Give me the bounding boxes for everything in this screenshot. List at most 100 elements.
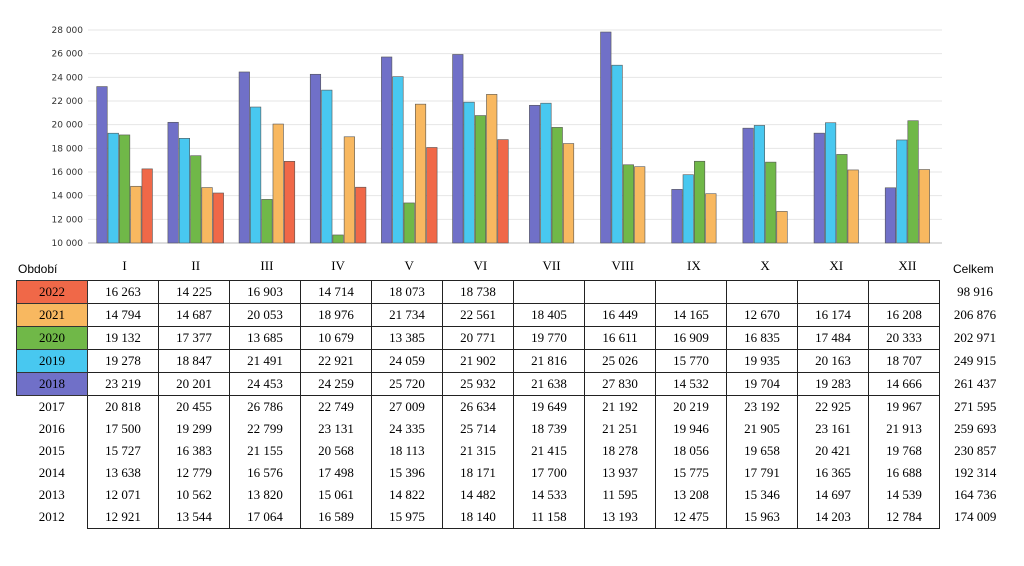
bar-chart: 10 000 12 000 14 000 16 000 18 000 20 000 22 0… [0, 0, 1024, 280]
year-cell: 2016 [17, 418, 88, 440]
year-cell: 2021 [17, 304, 88, 327]
y-tick-label: 18 000 [52, 144, 84, 154]
year-cell: 2019 [17, 350, 88, 373]
year-cell: 2015 [17, 440, 88, 462]
x-tick-label: VI [474, 258, 488, 273]
bar-2018-XI [814, 133, 825, 243]
value-cell: 21 415 [514, 440, 585, 462]
value-cell: 22 799 [230, 418, 301, 440]
x-tick-label: X [760, 258, 770, 273]
bar-2022-IV [355, 187, 366, 243]
y-tick-label: 20 000 [52, 121, 84, 131]
value-cell: 14 225 [159, 281, 230, 304]
value-cell: 14 714 [301, 281, 372, 304]
value-cell: 16 835 [727, 327, 798, 350]
value-cell [514, 281, 585, 304]
bar-2021-II [202, 188, 213, 243]
value-cell: 12 921 [88, 506, 159, 529]
value-cell: 10 679 [301, 327, 372, 350]
value-cell: 14 697 [798, 484, 869, 506]
value-cell: 19 132 [88, 327, 159, 350]
value-cell: 19 946 [656, 418, 727, 440]
value-cell: 19 658 [727, 440, 798, 462]
value-cell: 24 453 [230, 373, 301, 396]
value-cell: 16 174 [798, 304, 869, 327]
x-tick-label: VIII [612, 258, 634, 273]
value-cell: 19 770 [514, 327, 585, 350]
bar-2021-I [131, 186, 142, 243]
y-tick-label: 10 000 [52, 239, 84, 249]
y-tick-label: 26 000 [52, 50, 84, 60]
bar-2019-IV [322, 90, 333, 243]
value-cell: 20 421 [798, 440, 869, 462]
table-row: 2017 20 818 20 455 26 786 22 749 27 009 26 634… [17, 396, 1011, 419]
value-cell: 15 346 [727, 484, 798, 506]
value-cell: 23 161 [798, 418, 869, 440]
value-cell: 15 975 [372, 506, 443, 529]
x-tick-label: XI [829, 258, 843, 273]
value-cell: 11 595 [585, 484, 656, 506]
value-cell: 21 192 [585, 396, 656, 419]
bar-2018-III [239, 72, 250, 243]
bar-2020-IV [333, 235, 344, 243]
value-cell: 20 818 [88, 396, 159, 419]
year-cell: 2013 [17, 484, 88, 506]
value-cell: 14 539 [869, 484, 940, 506]
bar-2020-I [119, 135, 130, 243]
value-cell: 23 192 [727, 396, 798, 419]
value-cell: 16 909 [656, 327, 727, 350]
value-cell: 12 779 [159, 462, 230, 484]
year-cell: 2012 [17, 506, 88, 529]
bar-2019-VI [464, 102, 475, 243]
value-cell: 20 201 [159, 373, 230, 396]
value-cell: 26 786 [230, 396, 301, 419]
value-cell: 14 532 [656, 373, 727, 396]
value-cell: 14 794 [88, 304, 159, 327]
y-tick-label: 28 000 [52, 26, 84, 36]
value-cell: 13 685 [230, 327, 301, 350]
total-cell: 192 314 [940, 462, 1011, 484]
bar-2018-VI [453, 54, 464, 243]
y-tick-label: 14 000 [52, 192, 84, 202]
value-cell: 16 576 [230, 462, 301, 484]
table-row: 2013 12 071 10 562 13 820 15 061 14 822 14 482… [17, 484, 1011, 506]
value-cell: 19 967 [869, 396, 940, 419]
value-cell: 20 163 [798, 350, 869, 373]
value-cell: 22 925 [798, 396, 869, 419]
value-cell: 13 820 [230, 484, 301, 506]
value-cell: 13 544 [159, 506, 230, 529]
value-cell: 21 913 [869, 418, 940, 440]
value-cell: 17 498 [301, 462, 372, 484]
value-cell: 19 278 [88, 350, 159, 373]
value-cell: 15 775 [656, 462, 727, 484]
x-tick-label: III [260, 258, 273, 273]
value-cell: 18 056 [656, 440, 727, 462]
bar-2022-III [284, 161, 295, 243]
value-cell: 19 649 [514, 396, 585, 419]
year-cell: 2017 [17, 396, 88, 419]
y-tick-label: 16 000 [52, 168, 84, 178]
bar-2018-VIII [601, 32, 612, 243]
value-cell: 22 749 [301, 396, 372, 419]
x-tick-label: I [122, 258, 126, 273]
value-cell: 17 064 [230, 506, 301, 529]
bar-2018-X [743, 128, 754, 243]
total-cell: 261 437 [940, 373, 1011, 396]
year-cell: 2020 [17, 327, 88, 350]
bar-2018-II [168, 122, 179, 243]
value-cell: 24 335 [372, 418, 443, 440]
bar-2020-VIII [623, 165, 634, 243]
value-cell: 15 727 [88, 440, 159, 462]
table-row: 2022 16 263 14 225 16 903 14 714 18 073 18 738… [17, 281, 1011, 304]
value-cell: 17 791 [727, 462, 798, 484]
bar-2021-XI [848, 170, 859, 243]
value-cell: 23 131 [301, 418, 372, 440]
value-cell: 14 165 [656, 304, 727, 327]
value-cell: 20 219 [656, 396, 727, 419]
value-cell: 14 687 [159, 304, 230, 327]
value-cell: 16 589 [301, 506, 372, 529]
y-tick-label: 24 000 [52, 73, 84, 83]
bar-2021-IX [706, 194, 717, 243]
table-row: 2018 23 219 20 201 24 453 24 259 25 720 25 932… [17, 373, 1011, 396]
bar-2021-III [273, 124, 284, 243]
